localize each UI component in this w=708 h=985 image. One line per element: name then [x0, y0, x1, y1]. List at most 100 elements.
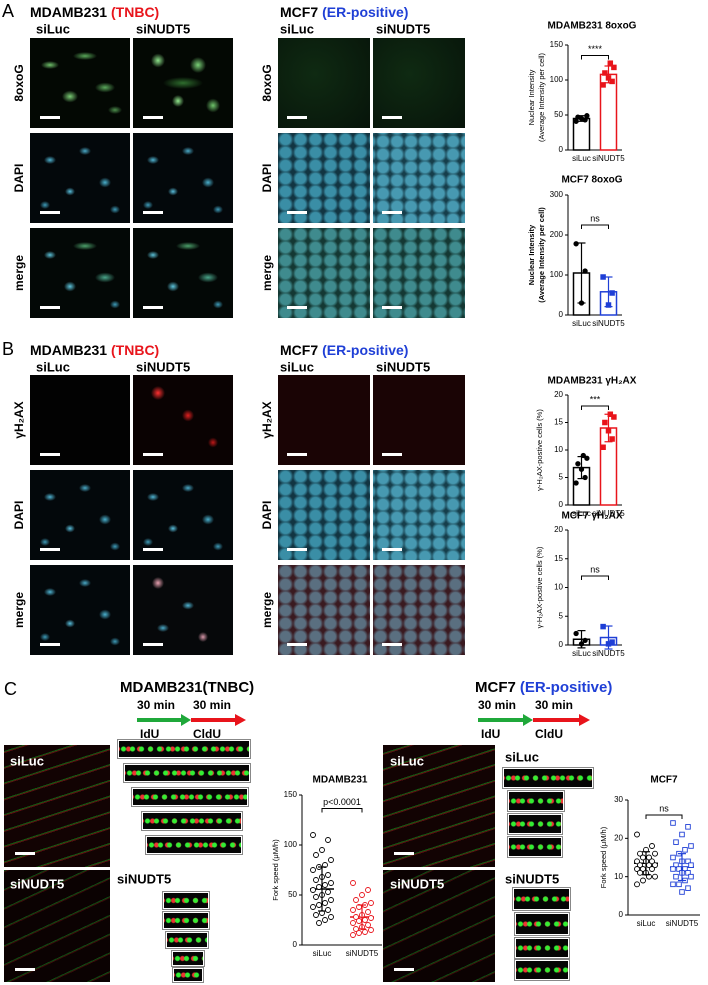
- significance-bracket: [581, 405, 609, 410]
- micrograph: [30, 470, 130, 560]
- y-tick-label: 0: [559, 145, 564, 154]
- panel-letter: B: [2, 339, 14, 359]
- data-point: [607, 411, 614, 418]
- y-tick-label: 200: [550, 230, 564, 239]
- data-point: [685, 858, 691, 865]
- data-point: [679, 889, 685, 895]
- data-point: [353, 926, 359, 932]
- y-tick-label: 100: [550, 270, 564, 279]
- data-point: [609, 436, 615, 442]
- bar: [599, 291, 618, 316]
- y-tick-label: 0: [619, 910, 624, 919]
- panel-title: MDAMB231(TNBC): [30, 4, 159, 20]
- significance-bracket: [581, 224, 609, 229]
- data-point: [350, 932, 356, 938]
- y-tick-label: 20: [554, 390, 563, 399]
- micrograph: [373, 38, 465, 128]
- cell-line: MCF7: [475, 679, 516, 696]
- data-point: [573, 480, 579, 486]
- data-point: [602, 70, 608, 76]
- fiber-strip: [508, 814, 562, 834]
- data-point: [643, 858, 649, 865]
- condition-label: siNUDT5: [505, 871, 559, 886]
- y-tick-label: 0: [559, 500, 564, 509]
- micrograph: [30, 228, 130, 318]
- data-point: [578, 300, 585, 306]
- y-tick-label: 15: [554, 554, 563, 563]
- row-label: DAPI: [12, 164, 26, 193]
- data-point: [350, 907, 356, 913]
- data-point: [313, 912, 319, 918]
- arrow-head: [579, 714, 590, 726]
- fiber-image: [383, 870, 495, 982]
- data-point: [310, 832, 316, 838]
- chart-title: MDAMB231: [312, 775, 367, 786]
- row-label: merge: [12, 592, 26, 628]
- label-idu: IdU: [481, 727, 500, 741]
- y-tick-label: 150: [284, 790, 298, 799]
- data-point: [359, 892, 365, 898]
- arrow-head: [181, 714, 191, 726]
- significance-bracket: [321, 808, 363, 813]
- data-point: [688, 873, 694, 880]
- data-point: [578, 641, 585, 647]
- data-point: [682, 847, 688, 853]
- significance-bracket: [581, 55, 609, 60]
- micrograph: [278, 470, 370, 560]
- data-point: [573, 630, 579, 637]
- data-point: [328, 880, 334, 886]
- panel-title: MCF7 (ER-positive): [475, 679, 612, 696]
- data-point: [356, 904, 362, 910]
- data-point: [640, 854, 646, 861]
- fiber-strip: [515, 913, 569, 935]
- data-point: [609, 639, 615, 645]
- condition-label: siNUDT5: [117, 871, 171, 886]
- fiber-strip: [132, 788, 248, 806]
- y-axis-label: (Average Intensity per cell): [537, 52, 546, 142]
- data-point: [575, 461, 581, 467]
- data-point: [316, 864, 322, 870]
- significance-label: ***: [590, 394, 601, 404]
- bar: [572, 117, 591, 151]
- data-point: [646, 854, 652, 861]
- data-point: [602, 419, 608, 426]
- data-point: [600, 444, 606, 451]
- data-point: [685, 824, 691, 830]
- micrograph: [278, 228, 370, 318]
- micrograph: [133, 565, 233, 655]
- data-point: [319, 874, 325, 880]
- data-point: [582, 117, 588, 123]
- data-point: [310, 904, 316, 910]
- data-point: [611, 414, 617, 420]
- x-tick-label: siLuc: [637, 919, 656, 928]
- fiber-image: [4, 745, 110, 867]
- x-tick-label: siNUDT5: [666, 919, 699, 928]
- fiber-strip: [172, 951, 204, 966]
- fiber-strip: [515, 938, 569, 958]
- data-point: [353, 914, 359, 920]
- row-label: γH₂AX: [12, 401, 26, 438]
- panel-title: MDAMB231(TNBC): [30, 342, 159, 358]
- fiber-strip: [515, 960, 569, 980]
- micrograph: [373, 228, 465, 318]
- data-point: [316, 920, 322, 926]
- data-point: [319, 910, 325, 916]
- fiber-strip: [142, 812, 242, 830]
- row-label: 8oxoG: [260, 64, 274, 101]
- data-point: [670, 854, 676, 861]
- fiber-strip: [166, 932, 208, 948]
- data-point: [649, 858, 655, 865]
- data-point: [356, 918, 362, 924]
- data-point: [328, 897, 334, 903]
- label-cldu: CldU: [535, 727, 563, 741]
- y-tick-label: 150: [550, 40, 564, 49]
- data-point: [362, 902, 368, 908]
- data-point: [580, 452, 586, 459]
- x-tick-label: siNUDT5: [592, 154, 625, 163]
- fiber-image: [4, 870, 110, 982]
- micrograph: [278, 133, 370, 223]
- data-point: [365, 887, 371, 893]
- micrograph: [373, 565, 465, 655]
- data-point: [582, 637, 588, 644]
